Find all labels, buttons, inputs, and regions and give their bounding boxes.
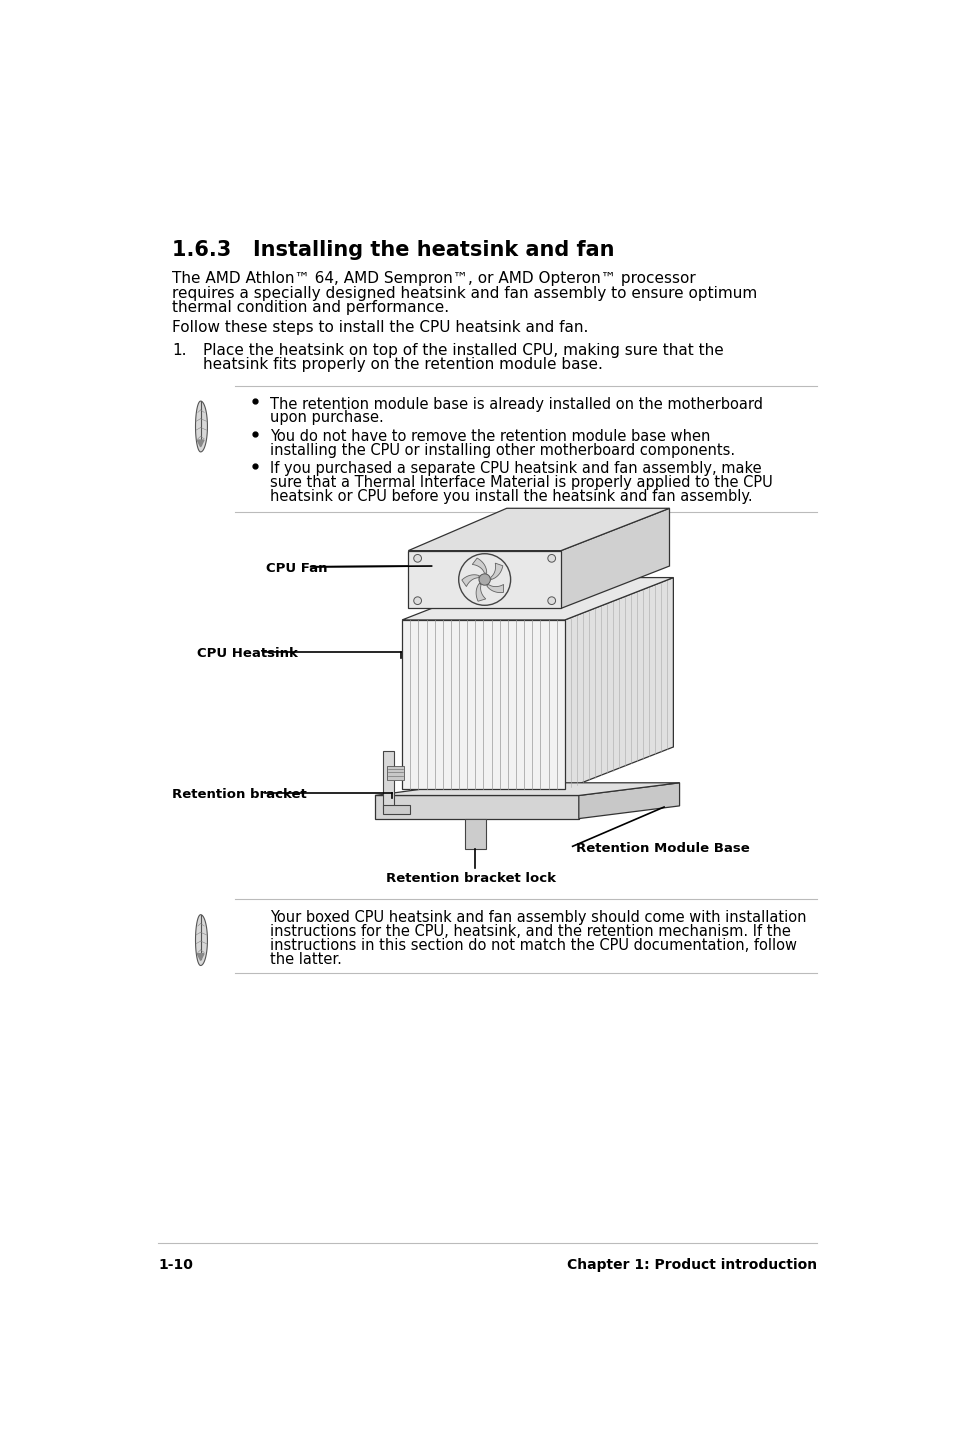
- Polygon shape: [476, 584, 485, 601]
- Text: CPU Fan: CPU Fan: [266, 562, 328, 575]
- Polygon shape: [386, 766, 404, 779]
- Text: The AMD Athlon™ 64, AMD Sempron™, or AMD Opteron™ processor: The AMD Athlon™ 64, AMD Sempron™, or AMD…: [172, 272, 695, 286]
- Polygon shape: [402, 578, 673, 620]
- Text: the latter.: the latter.: [270, 952, 342, 966]
- Polygon shape: [197, 440, 204, 447]
- Circle shape: [547, 555, 555, 562]
- Text: Retention Module Base: Retention Module Base: [576, 841, 749, 854]
- Polygon shape: [490, 564, 502, 580]
- Polygon shape: [382, 751, 394, 808]
- Text: heatsink fits properly on the retention module base.: heatsink fits properly on the retention …: [203, 358, 602, 372]
- Polygon shape: [408, 508, 669, 551]
- Text: instructions in this section do not match the CPU documentation, follow: instructions in this section do not matc…: [270, 938, 797, 953]
- Polygon shape: [408, 551, 560, 608]
- Text: Chapter 1: Product introduction: Chapter 1: Product introduction: [566, 1258, 816, 1273]
- Polygon shape: [195, 401, 207, 452]
- Polygon shape: [560, 508, 669, 608]
- Circle shape: [478, 574, 490, 585]
- Polygon shape: [461, 575, 479, 587]
- Polygon shape: [197, 953, 204, 961]
- Text: You do not have to remove the retention module base when: You do not have to remove the retention …: [270, 429, 710, 444]
- Polygon shape: [472, 558, 486, 574]
- Polygon shape: [486, 584, 503, 592]
- Text: upon purchase.: upon purchase.: [270, 410, 384, 426]
- Text: If you purchased a separate CPU heatsink and fan assembly, make: If you purchased a separate CPU heatsink…: [270, 462, 761, 476]
- Text: instructions for the CPU, heatsink, and the retention mechanism. If the: instructions for the CPU, heatsink, and …: [270, 925, 790, 939]
- Text: sure that a Thermal Interface Material is properly applied to the CPU: sure that a Thermal Interface Material i…: [270, 475, 772, 490]
- Text: heatsink or CPU before you install the heatsink and fan assembly.: heatsink or CPU before you install the h…: [270, 489, 752, 505]
- Text: 1.6.3   Installing the heatsink and fan: 1.6.3 Installing the heatsink and fan: [172, 240, 614, 260]
- Circle shape: [414, 597, 421, 604]
- Polygon shape: [564, 578, 673, 789]
- Circle shape: [414, 555, 421, 562]
- Text: Your boxed CPU heatsink and fan assembly should come with installation: Your boxed CPU heatsink and fan assembly…: [270, 910, 806, 925]
- Text: The retention module base is already installed on the motherboard: The retention module base is already ins…: [270, 397, 762, 411]
- Text: thermal condition and performance.: thermal condition and performance.: [172, 301, 449, 315]
- Circle shape: [547, 597, 555, 604]
- Polygon shape: [464, 818, 486, 850]
- Text: Retention bracket lock: Retention bracket lock: [386, 873, 556, 886]
- Text: CPU Heatsink: CPU Heatsink: [196, 647, 297, 660]
- Text: 1.: 1.: [172, 342, 186, 358]
- Text: requires a specially designed heatsink and fan assembly to ensure optimum: requires a specially designed heatsink a…: [172, 286, 757, 301]
- Polygon shape: [578, 782, 679, 818]
- Text: Place the heatsink on top of the installed CPU, making sure that the: Place the heatsink on top of the install…: [203, 342, 723, 358]
- Text: installing the CPU or installing other motherboard components.: installing the CPU or installing other m…: [270, 443, 735, 457]
- Polygon shape: [382, 805, 410, 814]
- Polygon shape: [195, 915, 207, 965]
- Polygon shape: [402, 620, 564, 789]
- Polygon shape: [375, 782, 679, 795]
- Text: Follow these steps to install the CPU heatsink and fan.: Follow these steps to install the CPU he…: [172, 319, 588, 335]
- Text: Retention bracket: Retention bracket: [172, 788, 306, 801]
- Polygon shape: [375, 795, 578, 818]
- Text: 1-10: 1-10: [158, 1258, 193, 1273]
